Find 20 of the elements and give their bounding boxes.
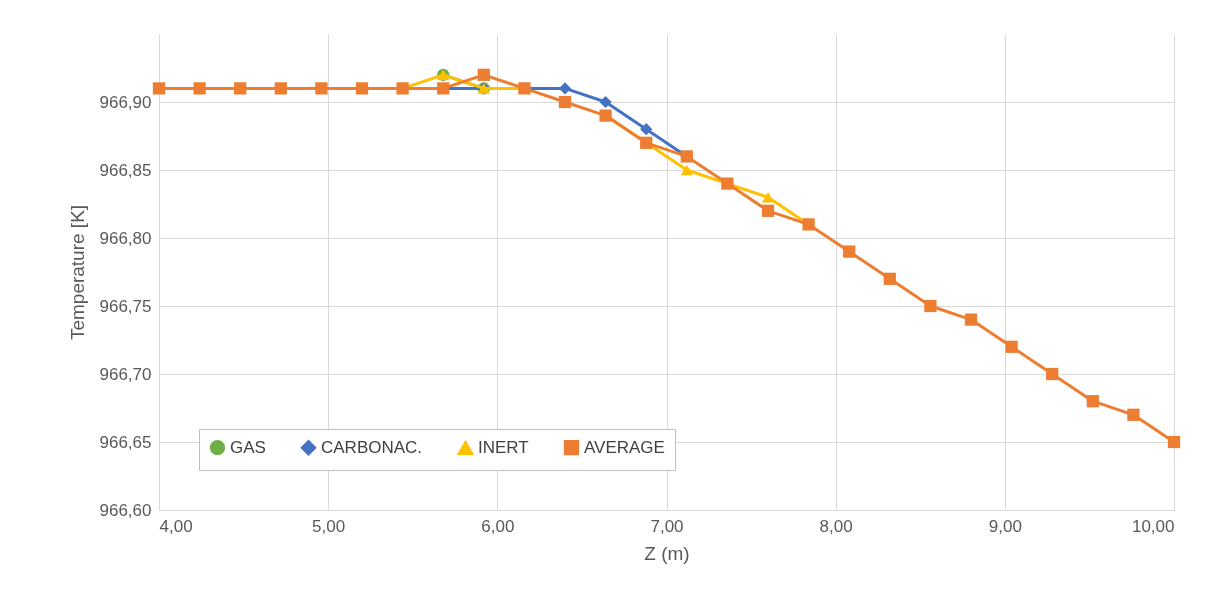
y-tick-label: 966,70 [99, 364, 152, 384]
x-tick-label: 5,00 [312, 516, 346, 536]
legend-label: INERT [478, 438, 529, 458]
legend-label: GAS [230, 437, 266, 457]
legend-label: AVERAGE [584, 437, 665, 457]
x-tick-label: 7,00 [650, 516, 684, 536]
y-axis-title: Temperature [K] [66, 204, 88, 341]
y-tick-label: 966,65 [99, 432, 152, 452]
y-tick-label: 966,80 [99, 228, 152, 248]
x-axis-title: Z (m) [644, 542, 690, 564]
y-tick-label: 966,90 [99, 92, 152, 112]
x-tick-label: 4,00 [159, 516, 193, 536]
x-tick-label: 10,00 [1131, 516, 1175, 536]
x-tick-label: 6,00 [481, 516, 515, 536]
y-tick-label: 966,85 [99, 160, 152, 180]
x-tick-label: 8,00 [819, 516, 853, 536]
x-tick-label: 9,00 [988, 516, 1022, 536]
legend-label: CARBONAC. [321, 437, 423, 457]
y-tick-label: 966,60 [99, 500, 152, 520]
y-tick-label: 966,75 [99, 296, 152, 316]
